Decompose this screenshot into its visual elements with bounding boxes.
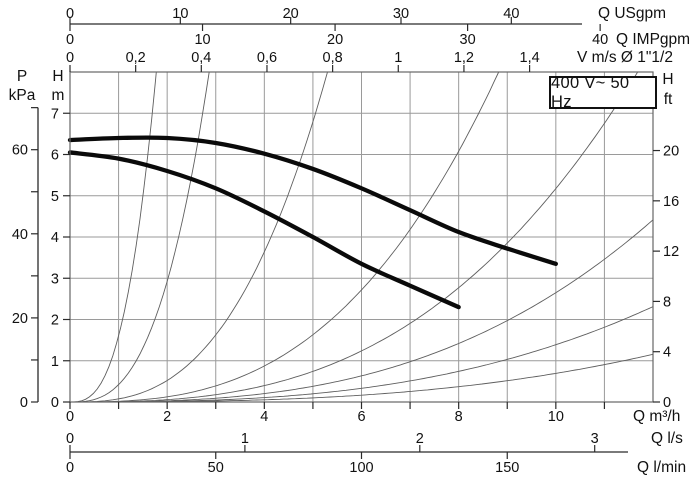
tick-label: 30 xyxy=(460,32,476,48)
tick-label: 8 xyxy=(455,409,463,425)
axis-title-p: P xyxy=(17,68,27,85)
pump-curve-low xyxy=(67,150,461,310)
tick-label: 4 xyxy=(260,409,268,425)
tick-label: 1 xyxy=(241,431,249,447)
tick-label: 150 xyxy=(495,460,519,476)
axis-title-m: m xyxy=(52,87,65,104)
tick-label: 50 xyxy=(208,460,224,476)
tick-label: 16 xyxy=(663,194,679,210)
system-velocity-curves xyxy=(69,71,654,403)
tick-label: 5 xyxy=(51,189,59,205)
axis-hft: 0 4 8 12 16 20 Hft xyxy=(653,71,679,411)
tick-label: 10 xyxy=(172,6,188,22)
axis-ls: 0 1 2 3 Q l/s xyxy=(66,430,683,452)
tick-label: 20 xyxy=(12,311,28,327)
tick-label: 4 xyxy=(663,345,671,361)
tick-label: 8 xyxy=(663,294,671,310)
tick-label: 0 xyxy=(51,395,59,411)
tick-label: 7 xyxy=(51,106,59,122)
tick-label: 4 xyxy=(51,230,59,246)
tick-label: 60 xyxy=(12,143,28,159)
tick-label: 2 xyxy=(416,431,424,447)
tick-label: 3 xyxy=(51,271,59,287)
axis-title-ls: Q l/s xyxy=(651,430,683,447)
tick-label: 0 xyxy=(66,6,74,22)
axis-velocity: 0 0,2 0,4 0,6 0,8 1 1,2 1,4 V m/s Ø 1"1/2 xyxy=(66,49,673,72)
aux-curve xyxy=(70,71,639,403)
tick-label: 1 xyxy=(394,50,402,66)
axis-title-m3h: Q m³/h xyxy=(633,408,680,425)
tick-label: 0 xyxy=(66,50,74,66)
axis-impgpm: 0 10 20 30 40 Q IMPgpm xyxy=(66,24,690,48)
aux-curve xyxy=(70,71,500,403)
tick-label: 0 xyxy=(663,395,671,411)
tick-label: 6 xyxy=(357,409,365,425)
tick-label: 0,4 xyxy=(191,50,211,66)
tick-label: 20 xyxy=(663,144,679,160)
tick-label: 6 xyxy=(51,148,59,164)
tick-label: 1 xyxy=(51,354,59,370)
tick-label: 0 xyxy=(66,460,74,476)
tick-label: 0 xyxy=(66,409,74,425)
axis-lmin: 0 50 100 150 Q l/min xyxy=(66,452,686,476)
tick-label: 2 xyxy=(51,313,59,329)
tick-label: 1,2 xyxy=(454,50,474,66)
tick-label: 40 xyxy=(592,32,608,48)
aux-curve xyxy=(70,71,328,403)
tick-label: 10 xyxy=(194,32,210,48)
aux-curve xyxy=(70,71,210,403)
voltage-frequency-badge: 400 V~ 50 Hz xyxy=(549,73,657,111)
tick-label: 40 xyxy=(503,6,519,22)
axis-hm: 0 1 2 3 4 5 6 7 Hm xyxy=(51,68,70,411)
tick-label: 1,4 xyxy=(520,50,540,66)
tick-label: 20 xyxy=(327,32,343,48)
tick-label: 0,2 xyxy=(126,50,146,66)
axis-usgpm: 0 10 20 30 40 Q USgpm xyxy=(66,5,666,24)
axis-title-lmin: Q l/min xyxy=(637,459,686,476)
axis-title-impgpm: Q IMPgpm xyxy=(616,31,690,48)
axis-title-velocity: V m/s Ø 1"1/2 xyxy=(577,49,673,66)
tick-label: 0,6 xyxy=(257,50,277,66)
aux-curve xyxy=(70,219,654,403)
aux-curve xyxy=(69,71,157,403)
tick-label: 3 xyxy=(591,431,599,447)
tick-label: 40 xyxy=(12,227,28,243)
tick-label: 12 xyxy=(663,244,679,260)
tick-label: 0 xyxy=(66,32,74,48)
grid xyxy=(69,71,654,403)
tick-label: 30 xyxy=(393,6,409,22)
tick-label: 2 xyxy=(163,409,171,425)
voltage-frequency-label: 400 V~ 50 Hz xyxy=(551,73,630,111)
axis-title-ft: ft xyxy=(664,91,673,108)
tick-label: 0 xyxy=(20,395,28,411)
axis-m3h: 0 2 4 6 8 10 Q m³/h xyxy=(66,402,680,425)
tick-label: 0 xyxy=(66,431,74,447)
axis-title-usgpm: Q USgpm xyxy=(598,5,666,22)
pump-curve-high xyxy=(67,135,558,266)
tick-label: 100 xyxy=(349,460,373,476)
axis-title-kpa: kPa xyxy=(9,87,36,104)
axis-title-h: H xyxy=(52,68,63,85)
axis-title-h-right: H xyxy=(662,71,673,88)
tick-label: 20 xyxy=(283,6,299,22)
tick-label: 10 xyxy=(548,409,564,425)
tick-label: 0,8 xyxy=(323,50,343,66)
